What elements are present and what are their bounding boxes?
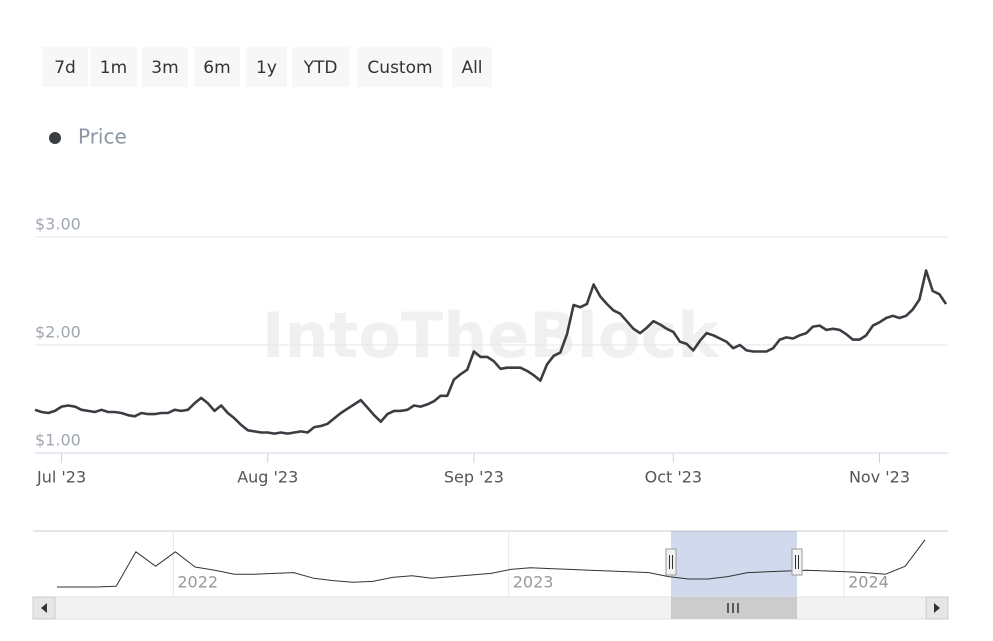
navigator-handle[interactable] [791, 548, 803, 576]
x-tick-label: Oct '23 [645, 468, 703, 487]
navigator-label: 2024 [848, 573, 889, 592]
x-tick-label: Sep '23 [444, 468, 504, 487]
range-button-label[interactable]: 3m [151, 58, 178, 78]
price-line [34, 269, 948, 435]
x-tick-label: Jul '23 [36, 468, 86, 487]
legend-marker[interactable] [49, 132, 61, 144]
range-button[interactable] [452, 47, 492, 87]
range-button-label[interactable]: 1m [100, 58, 127, 78]
legend-label[interactable]: Price [78, 125, 127, 149]
handle-grip [795, 555, 799, 569]
navigator-label: 2023 [513, 573, 554, 592]
arrow-right [934, 603, 940, 613]
scrollbar-thumb[interactable] [671, 597, 797, 619]
range-button-label[interactable]: All [461, 58, 482, 78]
range-button[interactable] [142, 47, 188, 87]
navigator-line [57, 539, 926, 588]
range-button[interactable] [194, 47, 240, 87]
navigator-bg [33, 531, 948, 597]
scrollbar-grip [727, 603, 739, 613]
x-tick-label: Nov '23 [849, 468, 910, 487]
range-button-label[interactable]: Custom [367, 58, 432, 78]
y-tick-label: $2.00 [35, 323, 81, 342]
range-button[interactable] [246, 47, 287, 87]
range-button-label[interactable]: 7d [54, 58, 76, 78]
range-button-label[interactable]: 6m [203, 58, 230, 78]
handle-grip [669, 555, 673, 569]
range-button[interactable] [90, 47, 137, 87]
range-button-label[interactable]: 1y [256, 58, 277, 78]
range-button-label[interactable]: YTD [303, 58, 338, 78]
scrollbar-track[interactable] [32, 596, 949, 620]
arrow-left [41, 603, 47, 613]
navigator-handle[interactable] [665, 548, 677, 576]
y-tick-label: $3.00 [35, 215, 81, 234]
range-button[interactable] [42, 47, 88, 87]
range-button[interactable] [292, 47, 349, 87]
range-button[interactable] [357, 47, 443, 87]
x-tick-label: Aug '23 [237, 468, 298, 487]
watermark: IntoTheBlock [261, 299, 720, 372]
navigator-label: 2022 [177, 573, 218, 592]
navigator-selection[interactable] [671, 531, 797, 597]
y-tick-label: $1.00 [35, 431, 81, 450]
